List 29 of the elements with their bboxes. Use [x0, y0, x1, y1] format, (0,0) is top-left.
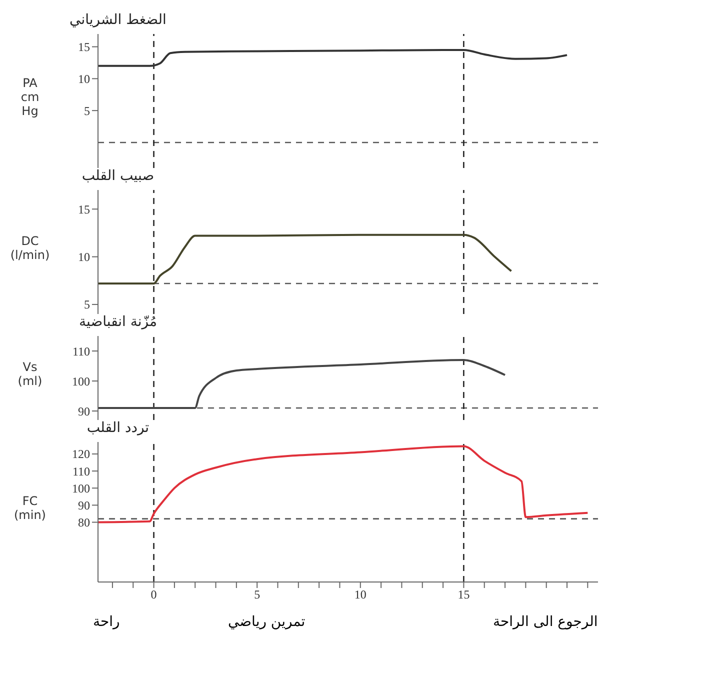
chart-title: الضغط الشرياني — [68, 12, 168, 28]
y-tick-label: 90 — [78, 498, 90, 512]
y-tick-label: 10 — [78, 72, 90, 86]
y-tick-label: 5 — [84, 298, 90, 312]
y-axis-title: FC (min) — [14, 494, 46, 522]
y-tick-label: 15 — [78, 40, 90, 54]
y-axis-title: Vs (ml) — [18, 360, 42, 388]
chart-title: تردد القلب — [86, 420, 150, 436]
x-tick-label: 5 — [254, 588, 260, 602]
y-tick-label: 90 — [78, 404, 90, 418]
y-tick-label: 100 — [72, 374, 90, 388]
y-tick-label: 15 — [78, 202, 90, 216]
x-tick-label: 0 — [150, 588, 157, 602]
y-tick-label: 120 — [72, 447, 90, 462]
y-tick-label: 110 — [72, 344, 90, 358]
text: راحة — [93, 614, 120, 630]
chart-title: صبيب القلب — [80, 168, 156, 184]
y-tick-label: 80 — [78, 516, 90, 530]
y-tick-label: 100 — [72, 481, 90, 496]
text: الرجوع الى الراحة — [493, 614, 598, 630]
x-tick-label: 15 — [458, 588, 470, 602]
text: تمرين رياضي — [228, 614, 306, 630]
y-axis-title: DC (l/min) — [10, 234, 50, 262]
y-axis-title: PA cm Hg — [20, 76, 40, 118]
chart-title: مُزّنة انقباضية — [78, 314, 158, 330]
x-tick-label: 10 — [354, 588, 366, 602]
y-tick-label: 110 — [72, 464, 90, 478]
y-tick-label: 5 — [84, 104, 90, 118]
y-tick-label: 10 — [78, 250, 90, 264]
